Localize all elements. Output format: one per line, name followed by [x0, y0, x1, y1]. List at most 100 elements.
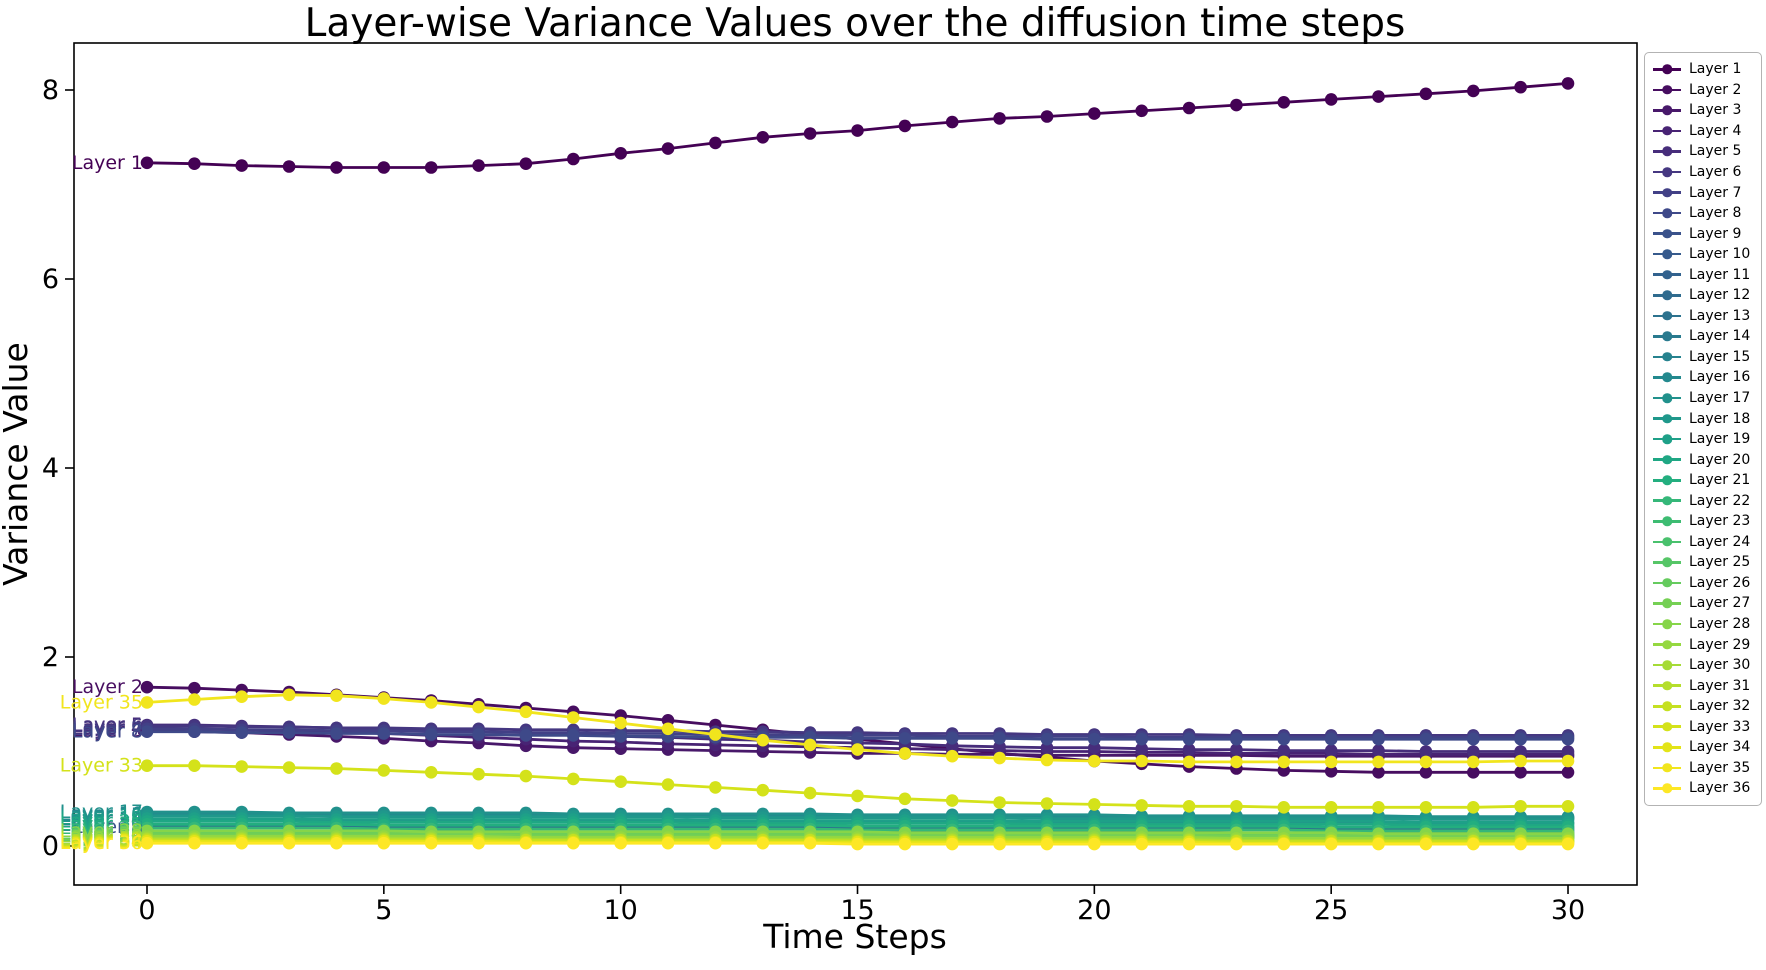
series-start-label: Layer 1 [72, 152, 143, 174]
legend-item: Layer 26 [1645, 573, 1761, 594]
data-point-marker [945, 732, 959, 745]
data-point-marker [330, 689, 343, 702]
data-point-marker [1324, 744, 1338, 757]
series-start-label: Layer 15 [60, 804, 143, 826]
data-point-marker [1230, 98, 1243, 112]
legend-line-marker-icon [1653, 557, 1681, 568]
x-tick-label: 20 [1077, 895, 1111, 926]
legend-line-marker-icon [1653, 311, 1681, 321]
data-point-marker [188, 157, 201, 170]
plot-frame [73, 42, 1638, 886]
data-point-marker [567, 836, 580, 850]
data-point-marker [1040, 837, 1054, 851]
data-point-marker [756, 783, 770, 797]
data-point-marker [1324, 93, 1338, 106]
legend-dot-icon [1662, 269, 1672, 280]
legend-label: Layer 5 [1689, 143, 1742, 160]
legend-line-marker-icon [1653, 64, 1681, 75]
data-point-marker [851, 732, 864, 745]
legend-label: Layer 29 [1689, 636, 1751, 653]
data-point-marker [1514, 754, 1527, 768]
data-point-marker [993, 796, 1006, 809]
data-point-marker [567, 711, 580, 724]
legend-dot-icon [1662, 680, 1672, 691]
data-point-marker [851, 789, 864, 803]
legend-line-marker-icon [1653, 434, 1681, 444]
data-point-marker [472, 700, 485, 714]
data-point-marker [1088, 107, 1101, 120]
data-point-marker [756, 733, 770, 747]
legend-item: Layer 14 [1645, 326, 1761, 347]
legend-line-marker-icon [1653, 413, 1681, 424]
legend-line-marker-icon [1653, 331, 1681, 342]
data-point-marker [519, 157, 533, 170]
series-layer-36 [140, 836, 1575, 851]
data-point-marker [235, 836, 248, 850]
data-point-marker [1372, 766, 1385, 779]
legend-dot-icon [1662, 722, 1672, 732]
data-point-marker [282, 836, 296, 850]
data-point-marker [140, 156, 154, 170]
data-point-marker [1182, 800, 1196, 813]
series-start-label: Layer 22 [60, 817, 143, 839]
legend-label: Layer 25 [1689, 554, 1751, 571]
data-point-marker [1324, 837, 1338, 851]
data-point-marker [709, 781, 722, 794]
legend-dot-icon [1662, 331, 1672, 342]
legend-dot-icon [1662, 85, 1672, 95]
series-start-label: Layer 25 [60, 825, 143, 847]
series-start-label: Layer 20 [60, 810, 143, 832]
legend-item: Layer 19 [1645, 429, 1761, 450]
data-point-marker [424, 836, 438, 850]
data-point-marker [140, 696, 154, 709]
data-point-marker [235, 690, 248, 703]
data-point-marker [188, 759, 201, 772]
y-tick-label: 2 [42, 642, 59, 673]
legend-dot-icon [1662, 660, 1672, 670]
data-point-marker [1324, 765, 1338, 778]
legend-dot-icon [1662, 393, 1672, 403]
data-point-marker [1040, 732, 1054, 746]
data-point-marker [1514, 745, 1527, 758]
legend-label: Layer 20 [1689, 451, 1751, 468]
legend-label: Layer 3 [1689, 102, 1742, 119]
legend-item: Layer 12 [1645, 285, 1761, 306]
data-point-marker [1277, 744, 1291, 757]
legend-item: Layer 18 [1645, 408, 1761, 429]
data-point-marker [1277, 732, 1291, 746]
data-point-marker [1182, 743, 1196, 756]
legend-dot-icon [1662, 742, 1672, 753]
legend-dot-icon [1662, 557, 1672, 568]
series-start-label: Layer 31 [60, 828, 143, 850]
legend-line-marker-icon [1653, 619, 1681, 629]
data-point-marker [614, 730, 627, 743]
series-start-label: Layer 30 [60, 827, 143, 849]
x-tick-label: 5 [375, 895, 392, 926]
legend-dot-icon [1662, 763, 1672, 773]
data-point-marker [472, 836, 485, 850]
data-point-marker [993, 112, 1006, 125]
legend-label: Layer 14 [1689, 328, 1751, 345]
series-start-label: Layer 27 [60, 824, 143, 846]
legend-label: Layer 11 [1689, 266, 1751, 283]
data-point-marker [1467, 732, 1480, 746]
series-start-label: Layer 10 [60, 820, 143, 842]
series-start-label: Layer 26 [60, 822, 143, 844]
data-point-marker [1182, 755, 1196, 769]
legend-label: Layer 21 [1689, 472, 1751, 489]
data-point-marker [1467, 837, 1480, 851]
legend-item: Layer 22 [1645, 490, 1761, 511]
data-point-marker [1135, 732, 1148, 746]
legend-line-marker-icon [1653, 290, 1681, 301]
legend-dot-icon [1662, 352, 1672, 362]
legend-dot-icon [1662, 516, 1672, 527]
legend-dot-icon [1662, 146, 1672, 157]
data-point-marker [1277, 755, 1291, 769]
series-start-label: Layer 28 [60, 820, 143, 842]
data-point-marker [1277, 837, 1291, 851]
data-point-marker [1324, 801, 1338, 814]
data-point-marker [330, 836, 343, 850]
data-point-marker [709, 836, 722, 850]
legend-dot-icon [1662, 454, 1672, 465]
legend-label: Layer 9 [1689, 225, 1742, 242]
